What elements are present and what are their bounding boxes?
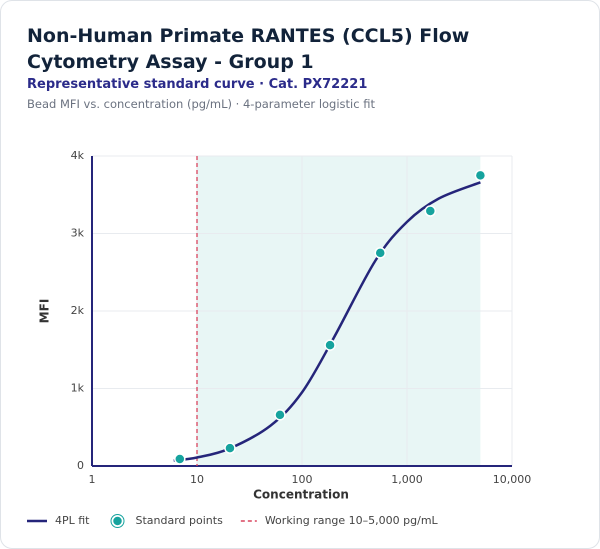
- legend-label: Working range 10–5,000 pg/mL: [265, 514, 439, 527]
- x-axis-label: Concentration: [253, 488, 349, 502]
- x-tick-label: 1,000: [391, 473, 423, 486]
- y-tick-label: 1k: [71, 382, 85, 395]
- data-point: [474, 169, 487, 182]
- chart-title: Non-Human Primate RANTES (CCL5) Flow Cyt…: [27, 25, 470, 73]
- data-point: [324, 339, 336, 351]
- legend-label: 4PL fit: [55, 514, 90, 527]
- y-tick-label: 2k: [71, 304, 85, 317]
- chart-note: Bead MFI vs. concentration (pg/mL) · 4-p…: [27, 97, 375, 111]
- y-tick-label: 4k: [71, 149, 85, 162]
- legend-swatch: [111, 515, 124, 527]
- x-tick-label: 10,000: [493, 473, 532, 486]
- chart-subtitle: Representative standard curve · Cat. PX7…: [27, 77, 368, 92]
- data-point: [424, 205, 437, 217]
- y-tick-label: 3k: [71, 227, 85, 240]
- legend-swatch-ring: [110, 514, 125, 528]
- x-tick-label: 10: [190, 473, 204, 486]
- data-point: [274, 409, 286, 421]
- y-axis-label: MFI: [38, 299, 52, 324]
- data-point: [224, 442, 236, 454]
- data-point: [374, 247, 386, 259]
- x-tick-label: 100: [292, 473, 313, 486]
- data-point: [174, 453, 186, 465]
- y-tick-label: 0: [77, 459, 84, 472]
- fit-line: [173, 181, 481, 462]
- x-tick-label: 1: [89, 473, 96, 486]
- legend-label: Standard points: [136, 514, 224, 527]
